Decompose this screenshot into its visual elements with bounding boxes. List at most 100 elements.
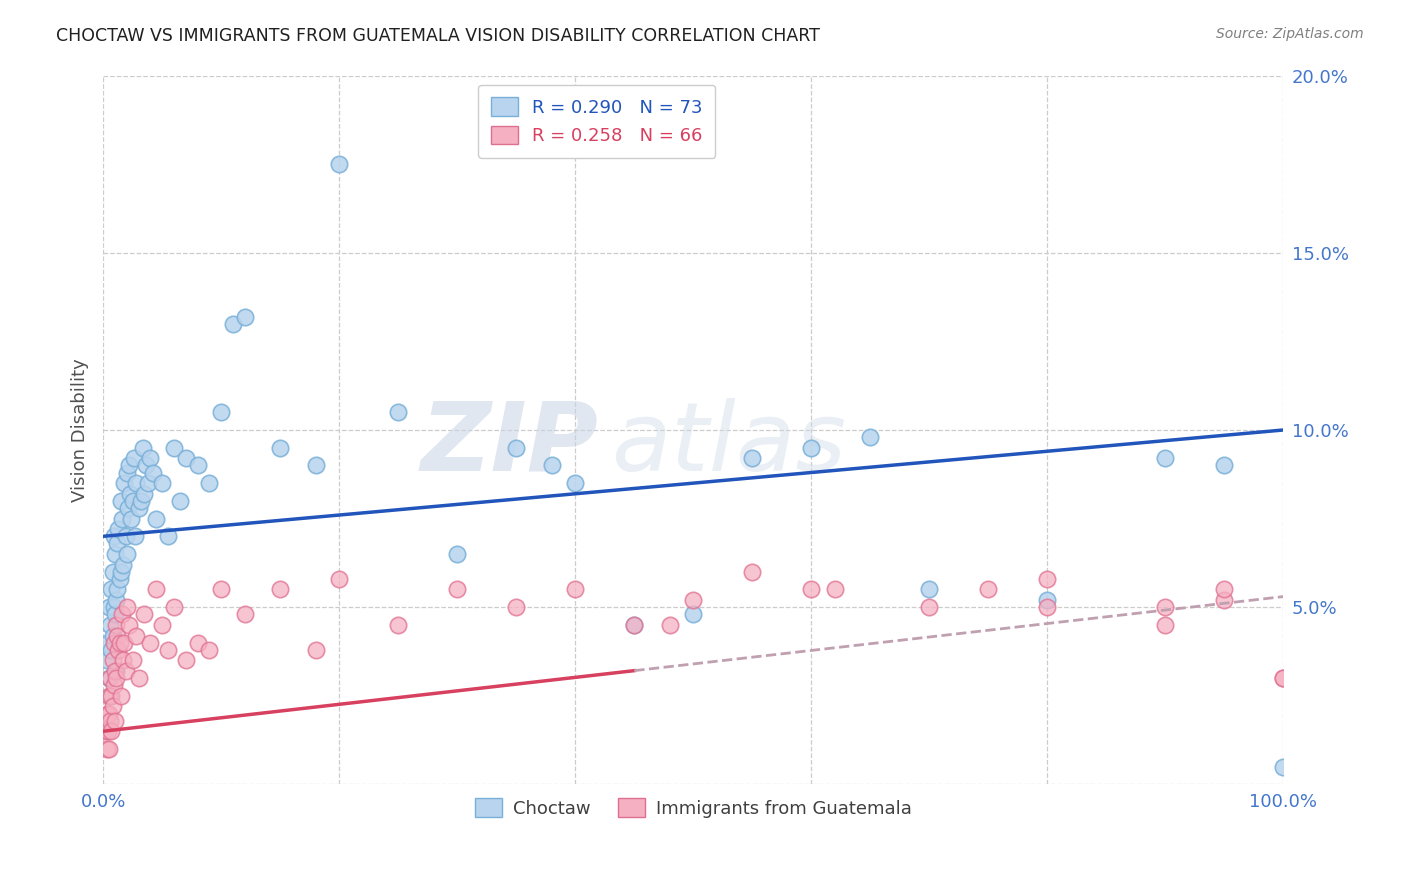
Point — [98, 706, 121, 721]
Point — [114, 529, 136, 543]
Point — [121, 494, 143, 508]
Point — [103, 529, 125, 543]
Point — [118, 458, 141, 473]
Point — [97, 635, 120, 649]
Point — [150, 476, 173, 491]
Point — [101, 653, 124, 667]
Point — [157, 642, 180, 657]
Point — [120, 487, 142, 501]
Point — [105, 582, 128, 597]
Point — [209, 405, 232, 419]
Y-axis label: Vision Disability: Vision Disability — [72, 358, 89, 502]
Point — [623, 618, 645, 632]
Point — [918, 582, 941, 597]
Point — [103, 635, 125, 649]
Point — [564, 476, 586, 491]
Point — [98, 689, 121, 703]
Point — [623, 618, 645, 632]
Point — [105, 671, 128, 685]
Point — [110, 494, 132, 508]
Point — [859, 430, 882, 444]
Point — [114, 664, 136, 678]
Point — [112, 558, 135, 572]
Point — [96, 706, 118, 721]
Point — [118, 618, 141, 632]
Point — [110, 689, 132, 703]
Point — [1213, 458, 1236, 473]
Point — [96, 742, 118, 756]
Point — [1036, 572, 1059, 586]
Point — [105, 593, 128, 607]
Point — [824, 582, 846, 597]
Point — [98, 618, 121, 632]
Point — [94, 724, 117, 739]
Point — [128, 671, 150, 685]
Point — [269, 441, 291, 455]
Point — [139, 635, 162, 649]
Point — [124, 529, 146, 543]
Point — [157, 529, 180, 543]
Point — [98, 742, 121, 756]
Point — [115, 547, 138, 561]
Point — [125, 476, 148, 491]
Point — [304, 458, 326, 473]
Point — [101, 629, 124, 643]
Point — [104, 607, 127, 622]
Point — [100, 582, 122, 597]
Point — [98, 714, 121, 728]
Point — [446, 547, 468, 561]
Point — [169, 494, 191, 508]
Point — [387, 618, 409, 632]
Point — [135, 458, 157, 473]
Point — [115, 600, 138, 615]
Point — [198, 642, 221, 657]
Point — [108, 635, 131, 649]
Point — [1272, 671, 1295, 685]
Point — [1213, 593, 1236, 607]
Point — [187, 458, 209, 473]
Point — [125, 629, 148, 643]
Point — [1036, 593, 1059, 607]
Text: CHOCTAW VS IMMIGRANTS FROM GUATEMALA VISION DISABILITY CORRELATION CHART: CHOCTAW VS IMMIGRANTS FROM GUATEMALA VIS… — [56, 27, 820, 45]
Point — [100, 642, 122, 657]
Text: ZIP: ZIP — [420, 398, 599, 491]
Point — [187, 635, 209, 649]
Point — [446, 582, 468, 597]
Point — [142, 466, 165, 480]
Point — [1154, 600, 1177, 615]
Point — [682, 607, 704, 622]
Point — [111, 607, 134, 622]
Point — [101, 565, 124, 579]
Point — [658, 618, 681, 632]
Point — [145, 582, 167, 597]
Point — [328, 572, 350, 586]
Point — [977, 582, 1000, 597]
Point — [1213, 582, 1236, 597]
Point — [1036, 600, 1059, 615]
Point — [105, 618, 128, 632]
Point — [110, 565, 132, 579]
Point — [107, 522, 129, 536]
Point — [112, 653, 135, 667]
Point — [103, 678, 125, 692]
Point — [120, 511, 142, 525]
Point — [174, 653, 197, 667]
Point — [269, 582, 291, 597]
Point — [800, 582, 823, 597]
Point — [100, 724, 122, 739]
Point — [1154, 618, 1177, 632]
Point — [103, 600, 125, 615]
Point — [122, 451, 145, 466]
Point — [163, 441, 186, 455]
Point — [564, 582, 586, 597]
Point — [121, 653, 143, 667]
Point — [682, 593, 704, 607]
Point — [163, 600, 186, 615]
Point — [505, 600, 527, 615]
Point — [145, 511, 167, 525]
Point — [222, 317, 245, 331]
Point — [128, 500, 150, 515]
Text: Source: ZipAtlas.com: Source: ZipAtlas.com — [1216, 27, 1364, 41]
Point — [105, 664, 128, 678]
Point — [98, 671, 121, 685]
